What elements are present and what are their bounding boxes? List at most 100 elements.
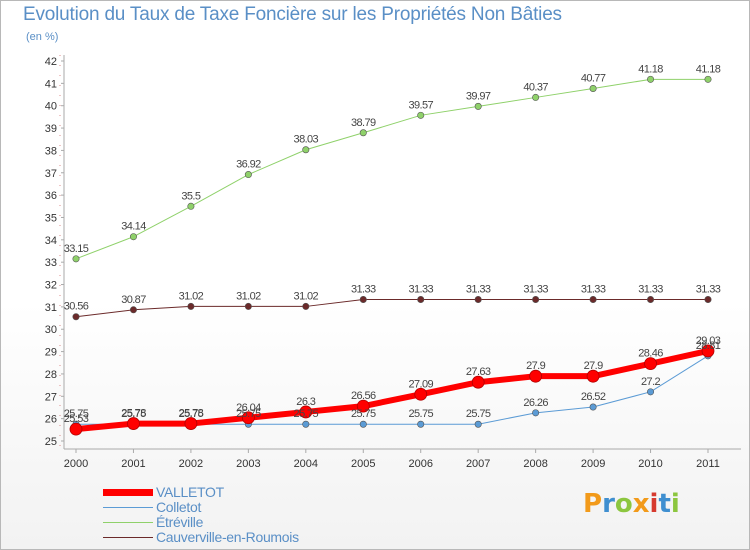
- series-0-data-label: 26.56: [351, 390, 376, 402]
- series-1-data-label: 28.81: [696, 340, 721, 352]
- series-0-point: [69, 422, 83, 436]
- logo-letter: t: [658, 489, 671, 519]
- series-2-point: [359, 129, 367, 137]
- series-2-point: [302, 146, 310, 154]
- series-0-data-label: 26.3: [296, 396, 315, 408]
- logo-letter: x: [632, 489, 650, 519]
- x-tick-label: 2008: [523, 458, 547, 470]
- series-2-point: [647, 75, 655, 83]
- series-0-data-label: 25.78: [179, 408, 204, 420]
- y-tick-label: 33: [45, 257, 57, 269]
- x-tick-label: 2004: [294, 458, 318, 470]
- y-tick-label: 39: [45, 123, 57, 135]
- series-2-data-label: 41.18: [696, 63, 721, 75]
- series-2-data-label: 34.14: [121, 221, 146, 233]
- series-3-data-label: 31.33: [408, 284, 433, 296]
- series-2-data-label: 38.79: [351, 117, 376, 129]
- y-tick-label: 34: [45, 235, 57, 247]
- series-2-data-label: 39.97: [466, 90, 491, 102]
- series-3-data-label: 30.56: [64, 301, 89, 313]
- series-1-data-label: 25.75: [121, 408, 146, 420]
- series-3-data-label: 31.33: [351, 284, 376, 296]
- series-1-data-label: 26.52: [581, 391, 606, 403]
- x-tick-label: 2006: [408, 458, 432, 470]
- series-1-data-label: 25.75: [236, 408, 261, 420]
- series-3-data-label: 31.33: [523, 284, 548, 296]
- series-2-point: [589, 84, 597, 92]
- series-0-data-label: 27.63: [466, 366, 491, 378]
- series-1-data-label: 25.75: [64, 408, 89, 420]
- series-1-data-label: 27.2: [641, 376, 660, 388]
- series-3-point: [704, 296, 712, 304]
- series-2-data-label: 38.03: [294, 134, 319, 146]
- series-1-data-label: 25.75: [351, 408, 376, 420]
- series-2-data-label: 33.15: [64, 243, 89, 255]
- x-tick-label: 2011: [696, 458, 720, 470]
- series-0-line: [73, 347, 711, 433]
- series-1-point: [474, 420, 482, 428]
- series-3-point: [302, 302, 310, 310]
- series-0-data-label: 25.53: [64, 413, 89, 425]
- series-0-data-label: 27.09: [408, 378, 433, 390]
- series-2-point: [704, 75, 712, 83]
- series-3-point: [647, 296, 655, 304]
- series-3-point: [72, 313, 80, 321]
- legend-swatch-valletot: [103, 489, 153, 496]
- y-tick-label: 36: [45, 190, 57, 202]
- series-3-data-label: 31.33: [466, 284, 491, 296]
- x-tick-label: 2000: [64, 458, 88, 470]
- series-3-data-label: 30.87: [121, 294, 146, 306]
- y-tick-label: 25: [45, 436, 57, 448]
- series-1-line: [75, 355, 709, 425]
- y-tick-label: 26: [45, 414, 57, 426]
- logo-letter: r: [602, 489, 615, 519]
- series-0-point: [184, 417, 198, 430]
- legend-label-etreville: Étréville: [156, 514, 204, 530]
- proxiti-logo: Proxiti: [583, 489, 680, 519]
- series-2-point: [532, 93, 540, 101]
- series-3-point: [474, 296, 482, 304]
- series-0-point: [241, 411, 255, 425]
- x-tick-label: 2009: [581, 458, 605, 470]
- series-0-data-label: 25.78: [121, 408, 146, 420]
- series-1-data-label: 25.75: [179, 408, 204, 420]
- series-3-data-label: 31.02: [294, 290, 319, 302]
- series-1-point: [589, 403, 597, 411]
- series-1-point: [302, 420, 310, 428]
- series-3-data-label: 31.02: [179, 290, 204, 302]
- legend-label-colletot: Colletot: [156, 499, 202, 515]
- y-tick-label: 42: [45, 56, 57, 68]
- logo-letter: P: [583, 489, 603, 519]
- series-3-point: [187, 302, 195, 310]
- legend-swatch-cauverville: [103, 537, 153, 538]
- series-1-data-label: 26.26: [523, 397, 548, 409]
- x-tick-label: 2002: [179, 458, 203, 470]
- series-1-point: [417, 420, 425, 428]
- logo-letter: o: [614, 489, 633, 519]
- x-tick-label: 2005: [351, 458, 375, 470]
- series-3-point: [244, 302, 252, 310]
- y-tick-label: 40: [45, 101, 57, 113]
- series-2-data-label: 40.37: [523, 81, 548, 93]
- series-1-point: [359, 420, 367, 428]
- series-2-data-label: 40.77: [581, 72, 606, 84]
- y-tick-label: 28: [45, 369, 57, 381]
- y-tick-label: 38: [45, 145, 57, 157]
- data-labels: 25.53 25.78 25.78 26.04 26.3 26.56 27.09 27.63 2…: [64, 63, 722, 425]
- legend-label-cauverville: Cauverville-en-Roumois: [156, 529, 299, 545]
- y-tick-label: 27: [45, 391, 57, 403]
- x-tick-label: 2007: [466, 458, 490, 470]
- axes: 25 26 27 28 29 30 31 32 33 34 35 36 37 38 39 40 41 42 2000…: [45, 55, 741, 470]
- series-2-point: [244, 171, 252, 179]
- y-tick-label: 32: [45, 280, 57, 292]
- series-2-point: [187, 202, 195, 210]
- logo-letter: i: [670, 489, 680, 519]
- series-1-data-label: 25.75: [408, 408, 433, 420]
- y-tick-label: 35: [45, 212, 57, 224]
- series-2-point: [474, 102, 482, 110]
- series-2-data-label: 41.18: [638, 63, 663, 75]
- series-3-point: [417, 296, 425, 304]
- series-3-point: [359, 296, 367, 304]
- series-1-data-label: 25.75: [466, 408, 491, 420]
